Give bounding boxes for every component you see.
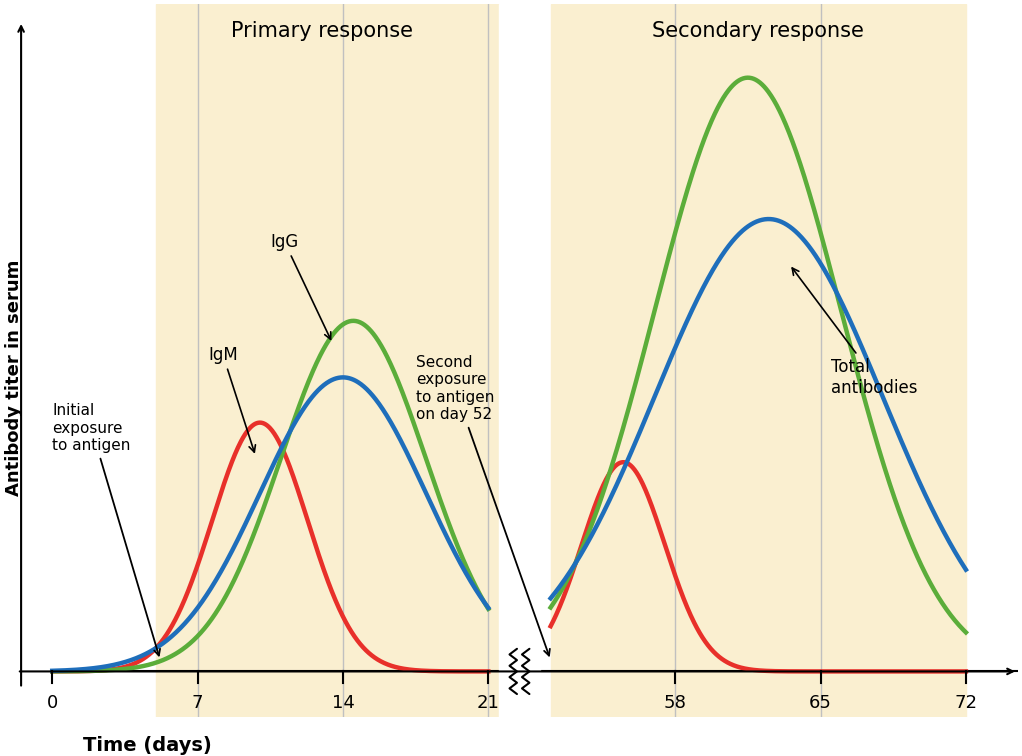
Text: 7: 7	[192, 694, 203, 712]
Text: Primary response: Primary response	[231, 21, 413, 41]
Text: Secondary response: Secondary response	[652, 21, 865, 41]
Text: IgM: IgM	[208, 345, 256, 452]
Text: 65: 65	[809, 694, 832, 712]
Text: 14: 14	[331, 694, 355, 712]
Text: Total
antibodies: Total antibodies	[792, 268, 918, 397]
Text: Initial
exposure
to antigen: Initial exposure to antigen	[52, 404, 160, 655]
Text: 58: 58	[663, 694, 687, 712]
Text: Second
exposure
to antigen
on day 52: Second exposure to antigen on day 52	[416, 355, 550, 655]
Bar	[551, 5, 966, 717]
Text: 0: 0	[47, 694, 58, 712]
Bar	[156, 5, 499, 717]
Text: 72: 72	[955, 694, 977, 712]
Bar	[499, 5, 541, 717]
Text: Antibody titer in serum: Antibody titer in serum	[5, 259, 22, 496]
Text: Time (days): Time (days)	[84, 736, 213, 755]
Text: IgG: IgG	[270, 233, 331, 339]
Text: 21: 21	[477, 694, 500, 712]
